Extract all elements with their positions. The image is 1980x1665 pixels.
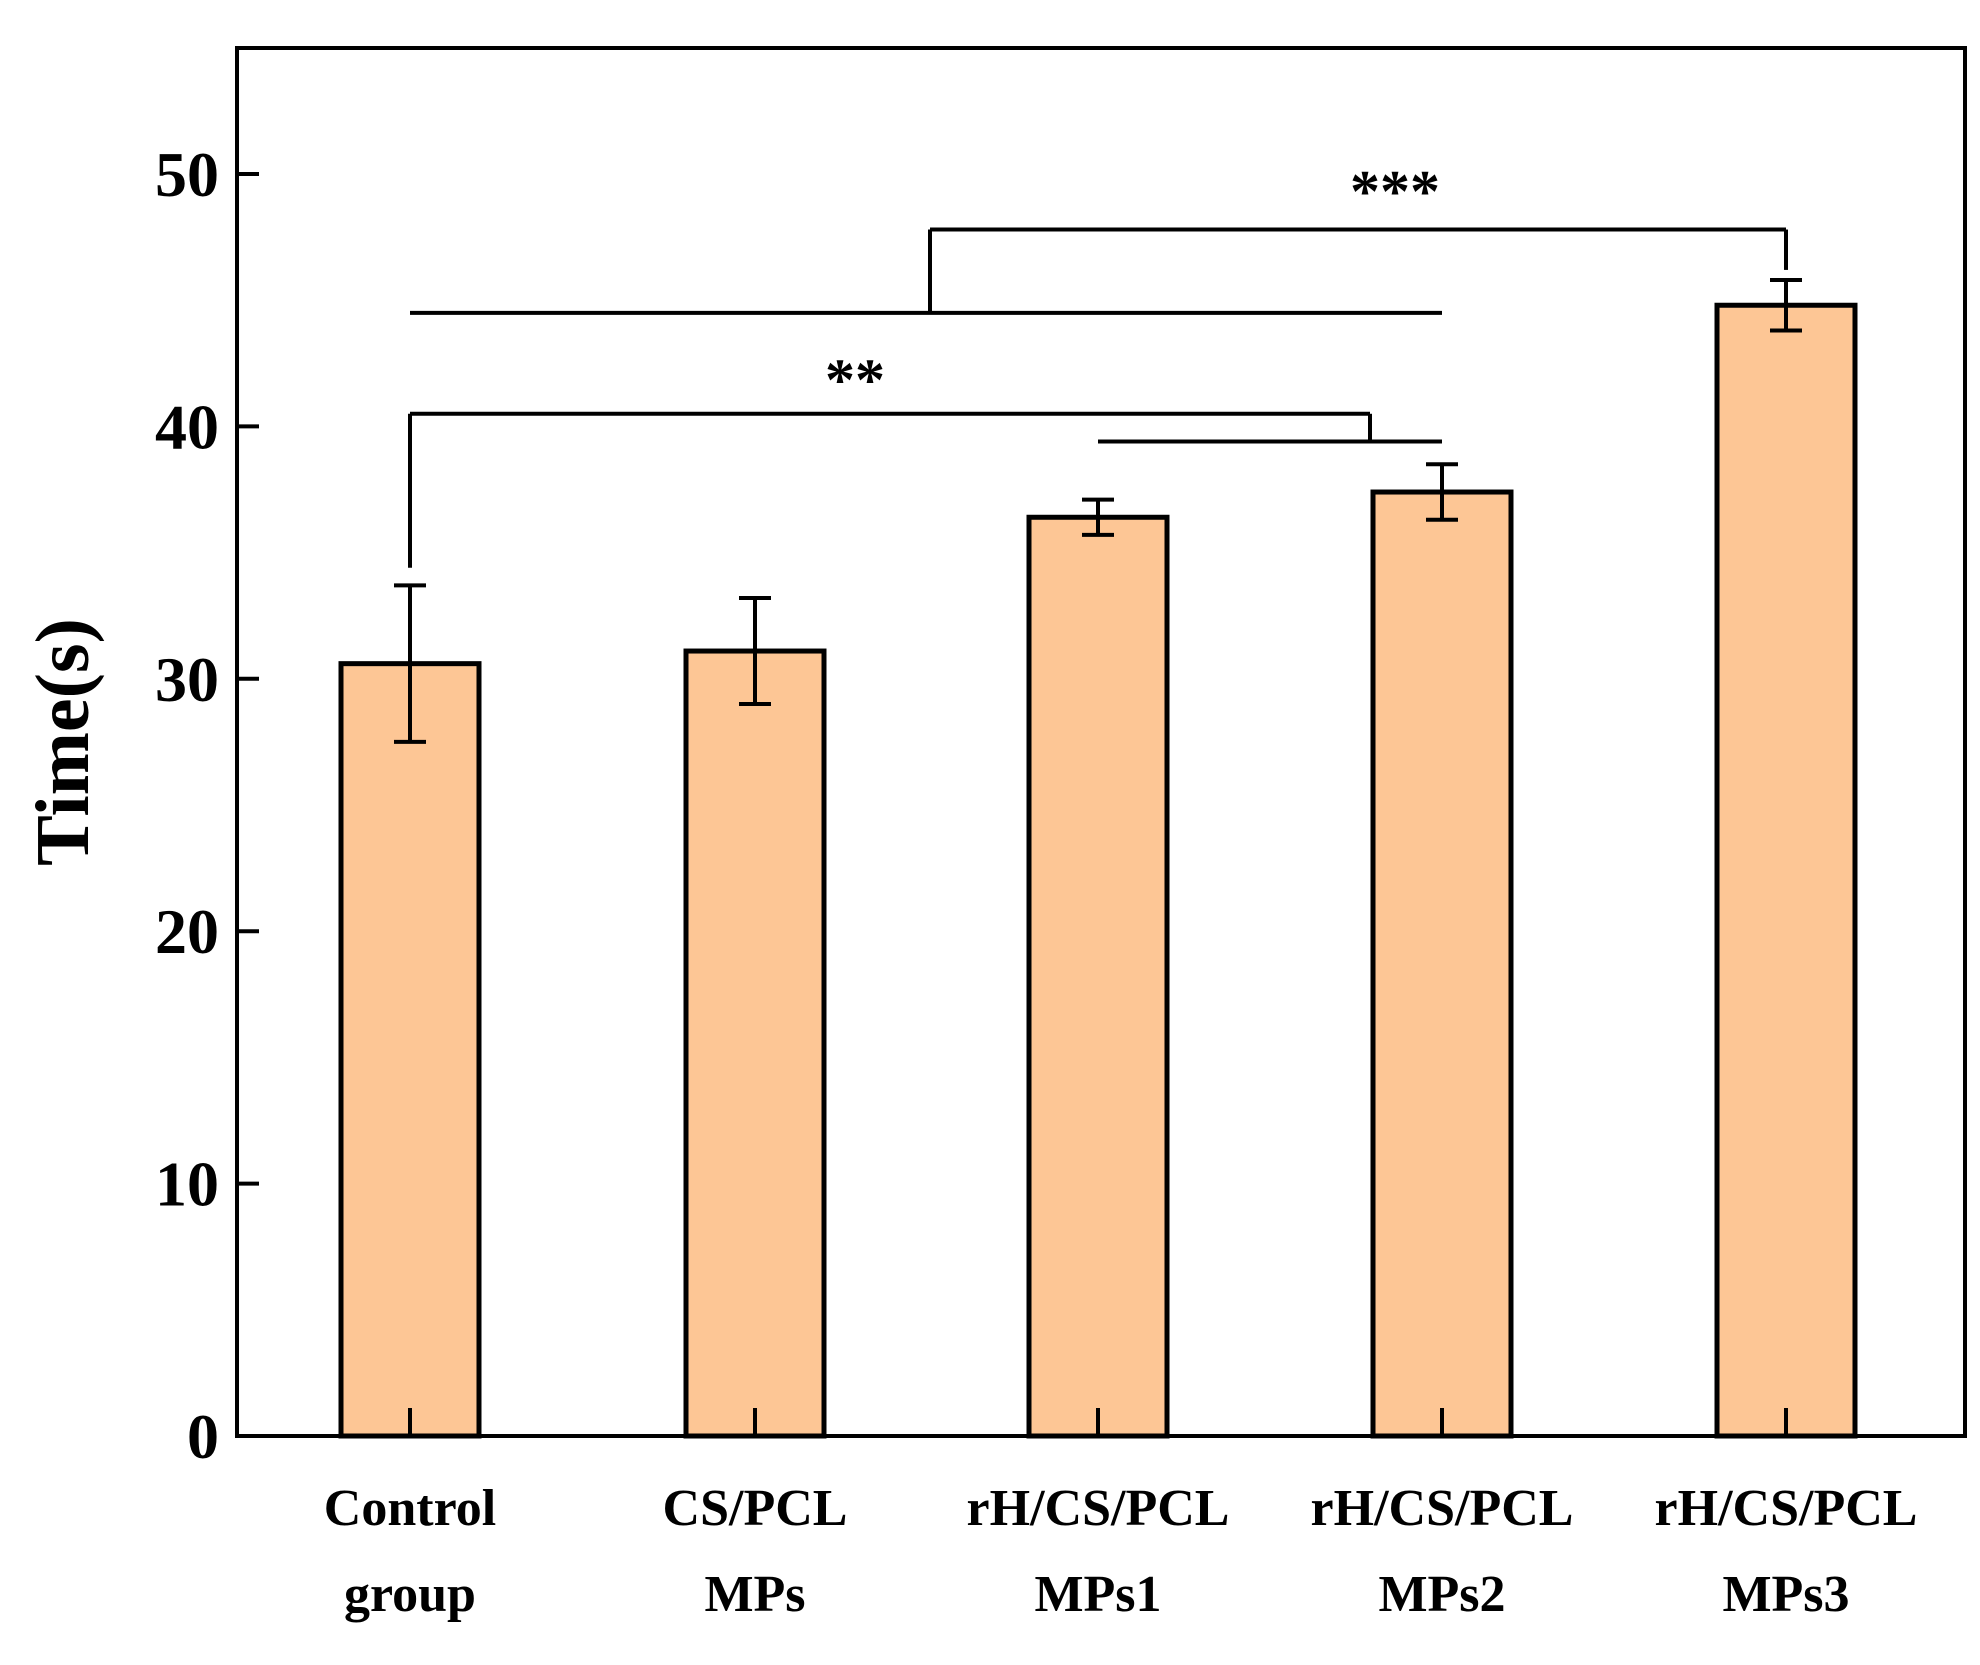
significance-label: ** [825, 347, 885, 413]
significance-label: *** [1350, 159, 1440, 225]
x-category-label: rH/CS/PCL [1655, 1480, 1918, 1537]
x-category-label: CS/PCL [663, 1480, 848, 1537]
x-category-label: MPs3 [1722, 1566, 1849, 1623]
bar [338, 661, 482, 1439]
bar [1370, 489, 1514, 1439]
y-tick-label: 10 [155, 1149, 219, 1220]
y-tick-label: 50 [155, 139, 219, 210]
x-category-label: MPs [704, 1566, 805, 1623]
x-category-label: rH/CS/PCL [1311, 1480, 1574, 1537]
y-tick-label: 30 [155, 644, 219, 715]
x-category-label: MPs1 [1034, 1566, 1161, 1623]
bar [1714, 302, 1858, 1439]
y-tick-label: 20 [155, 896, 219, 967]
bar [683, 648, 827, 1439]
x-category-label: rH/CS/PCL [967, 1480, 1230, 1537]
y-tick-label: 0 [187, 1401, 219, 1472]
y-axis: 0 10 20 30 40 50 [155, 139, 259, 1472]
bars [338, 302, 1858, 1439]
x-category-label: MPs2 [1378, 1566, 1505, 1623]
significance-annotations: ***** [408, 159, 1788, 568]
x-category-label: group [344, 1566, 476, 1623]
error-bars [394, 278, 1802, 744]
y-axis-title: Time(s) [21, 618, 105, 866]
bar [1026, 514, 1170, 1439]
y-tick-label: 40 [155, 391, 219, 462]
x-axis-labels: Control group CS/PCL MPs rH/CS/PCL MPs1 rH/CS/… [324, 1480, 1918, 1623]
x-category-label: Control [324, 1480, 496, 1537]
